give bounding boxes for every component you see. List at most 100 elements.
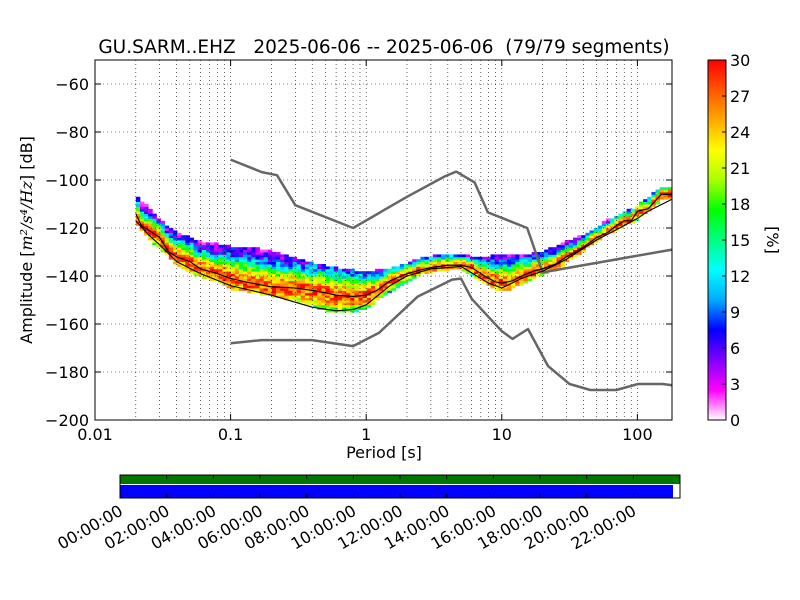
- density-cell: [292, 285, 298, 289]
- density-cell: [527, 261, 533, 265]
- density-cell: [478, 278, 483, 282]
- density-cell: [329, 268, 335, 272]
- density-cell: [490, 285, 496, 289]
- density-cell: [350, 280, 355, 284]
- density-cell: [383, 273, 388, 277]
- density-cell: [267, 283, 273, 286]
- density-cell: [210, 247, 215, 250]
- density-cell: [552, 252, 557, 255]
- density-cell: [354, 304, 359, 308]
- density-cell: [342, 295, 347, 298]
- colorbar-label: [%]: [763, 226, 782, 254]
- density-cell: [366, 290, 372, 294]
- density-cell: [329, 266, 335, 270]
- density-cell: [412, 268, 417, 272]
- density-cell: [267, 290, 273, 294]
- density-cell: [597, 230, 603, 234]
- density-cell: [255, 268, 260, 272]
- density-cell: [321, 297, 326, 301]
- density-cell: [329, 295, 335, 298]
- density-cell: [304, 273, 310, 277]
- density-cell: [325, 278, 331, 282]
- density-cell: [540, 252, 545, 255]
- density-cell: [474, 256, 479, 260]
- density-cell: [210, 268, 215, 272]
- density-cell: [152, 218, 157, 222]
- density-cell: [391, 268, 397, 272]
- density-cell: [251, 288, 256, 291]
- density-cell: [408, 266, 413, 270]
- density-cell: [408, 264, 413, 267]
- density-cell: [284, 273, 289, 277]
- density-cell: [139, 220, 145, 224]
- density-cell: [441, 254, 446, 258]
- density-cell: [321, 268, 326, 272]
- density-cell: [189, 247, 194, 250]
- density-cell: [342, 288, 347, 291]
- density-cell: [197, 268, 203, 272]
- density-cell: [370, 276, 376, 279]
- density-cell: [267, 261, 273, 265]
- density-cell: [461, 268, 467, 272]
- density-cell: [284, 276, 289, 279]
- density-cell: [573, 244, 578, 248]
- density-cell: [201, 276, 207, 279]
- density-cell: [313, 292, 318, 296]
- density-cell: [540, 259, 545, 262]
- density-cell: [276, 256, 281, 260]
- density-cell: [498, 280, 504, 284]
- density-cell: [259, 256, 265, 260]
- density-cell: [164, 242, 170, 246]
- density-cell: [284, 288, 289, 291]
- density-cell: [416, 266, 421, 270]
- density-cell: [366, 288, 372, 291]
- density-cell: [243, 256, 248, 260]
- density-cell: [515, 259, 520, 262]
- density-cell: [403, 268, 409, 272]
- density-cell: [201, 271, 207, 274]
- density-cell: [259, 264, 265, 267]
- density-cell: [292, 256, 298, 260]
- density-cell: [556, 244, 562, 248]
- density-cell: [300, 283, 306, 286]
- density-cell: [234, 271, 240, 274]
- density-cell: [152, 242, 157, 246]
- density-cell: [564, 240, 570, 243]
- density-cell: [255, 276, 260, 279]
- density-cell: [172, 230, 178, 234]
- density-cell: [354, 292, 359, 296]
- density-cell: [366, 285, 372, 289]
- density-cell: [309, 283, 314, 286]
- density-cell: [234, 268, 240, 272]
- density-cell: [478, 273, 483, 277]
- density-cell: [474, 266, 479, 270]
- density-cell: [251, 273, 256, 277]
- density-cell: [342, 271, 347, 274]
- density-cell: [515, 264, 520, 267]
- density-cell: [626, 211, 632, 214]
- density-cell: [370, 271, 376, 274]
- density-cell: [375, 288, 380, 291]
- density-cell: [218, 261, 223, 265]
- density-cell: [383, 271, 388, 274]
- density-cell: [255, 252, 260, 255]
- density-cell: [280, 276, 285, 279]
- density-cell: [358, 307, 364, 310]
- density-cell: [317, 264, 322, 267]
- density-cell: [622, 211, 628, 214]
- density-cell: [375, 271, 380, 274]
- density-cell: [292, 276, 298, 279]
- density-cell: [383, 285, 388, 289]
- density-cell: [317, 292, 322, 296]
- density-cell: [610, 223, 615, 226]
- density-cell: [135, 211, 141, 214]
- density-cell: [288, 297, 293, 301]
- density-cell: [276, 280, 281, 284]
- density-cell: [276, 252, 281, 255]
- density-cell: [519, 280, 524, 284]
- density-cell: [556, 259, 562, 262]
- density-cell: [271, 254, 277, 258]
- density-cell: [453, 266, 458, 270]
- density-cell: [267, 256, 273, 260]
- density-cell: [507, 288, 512, 291]
